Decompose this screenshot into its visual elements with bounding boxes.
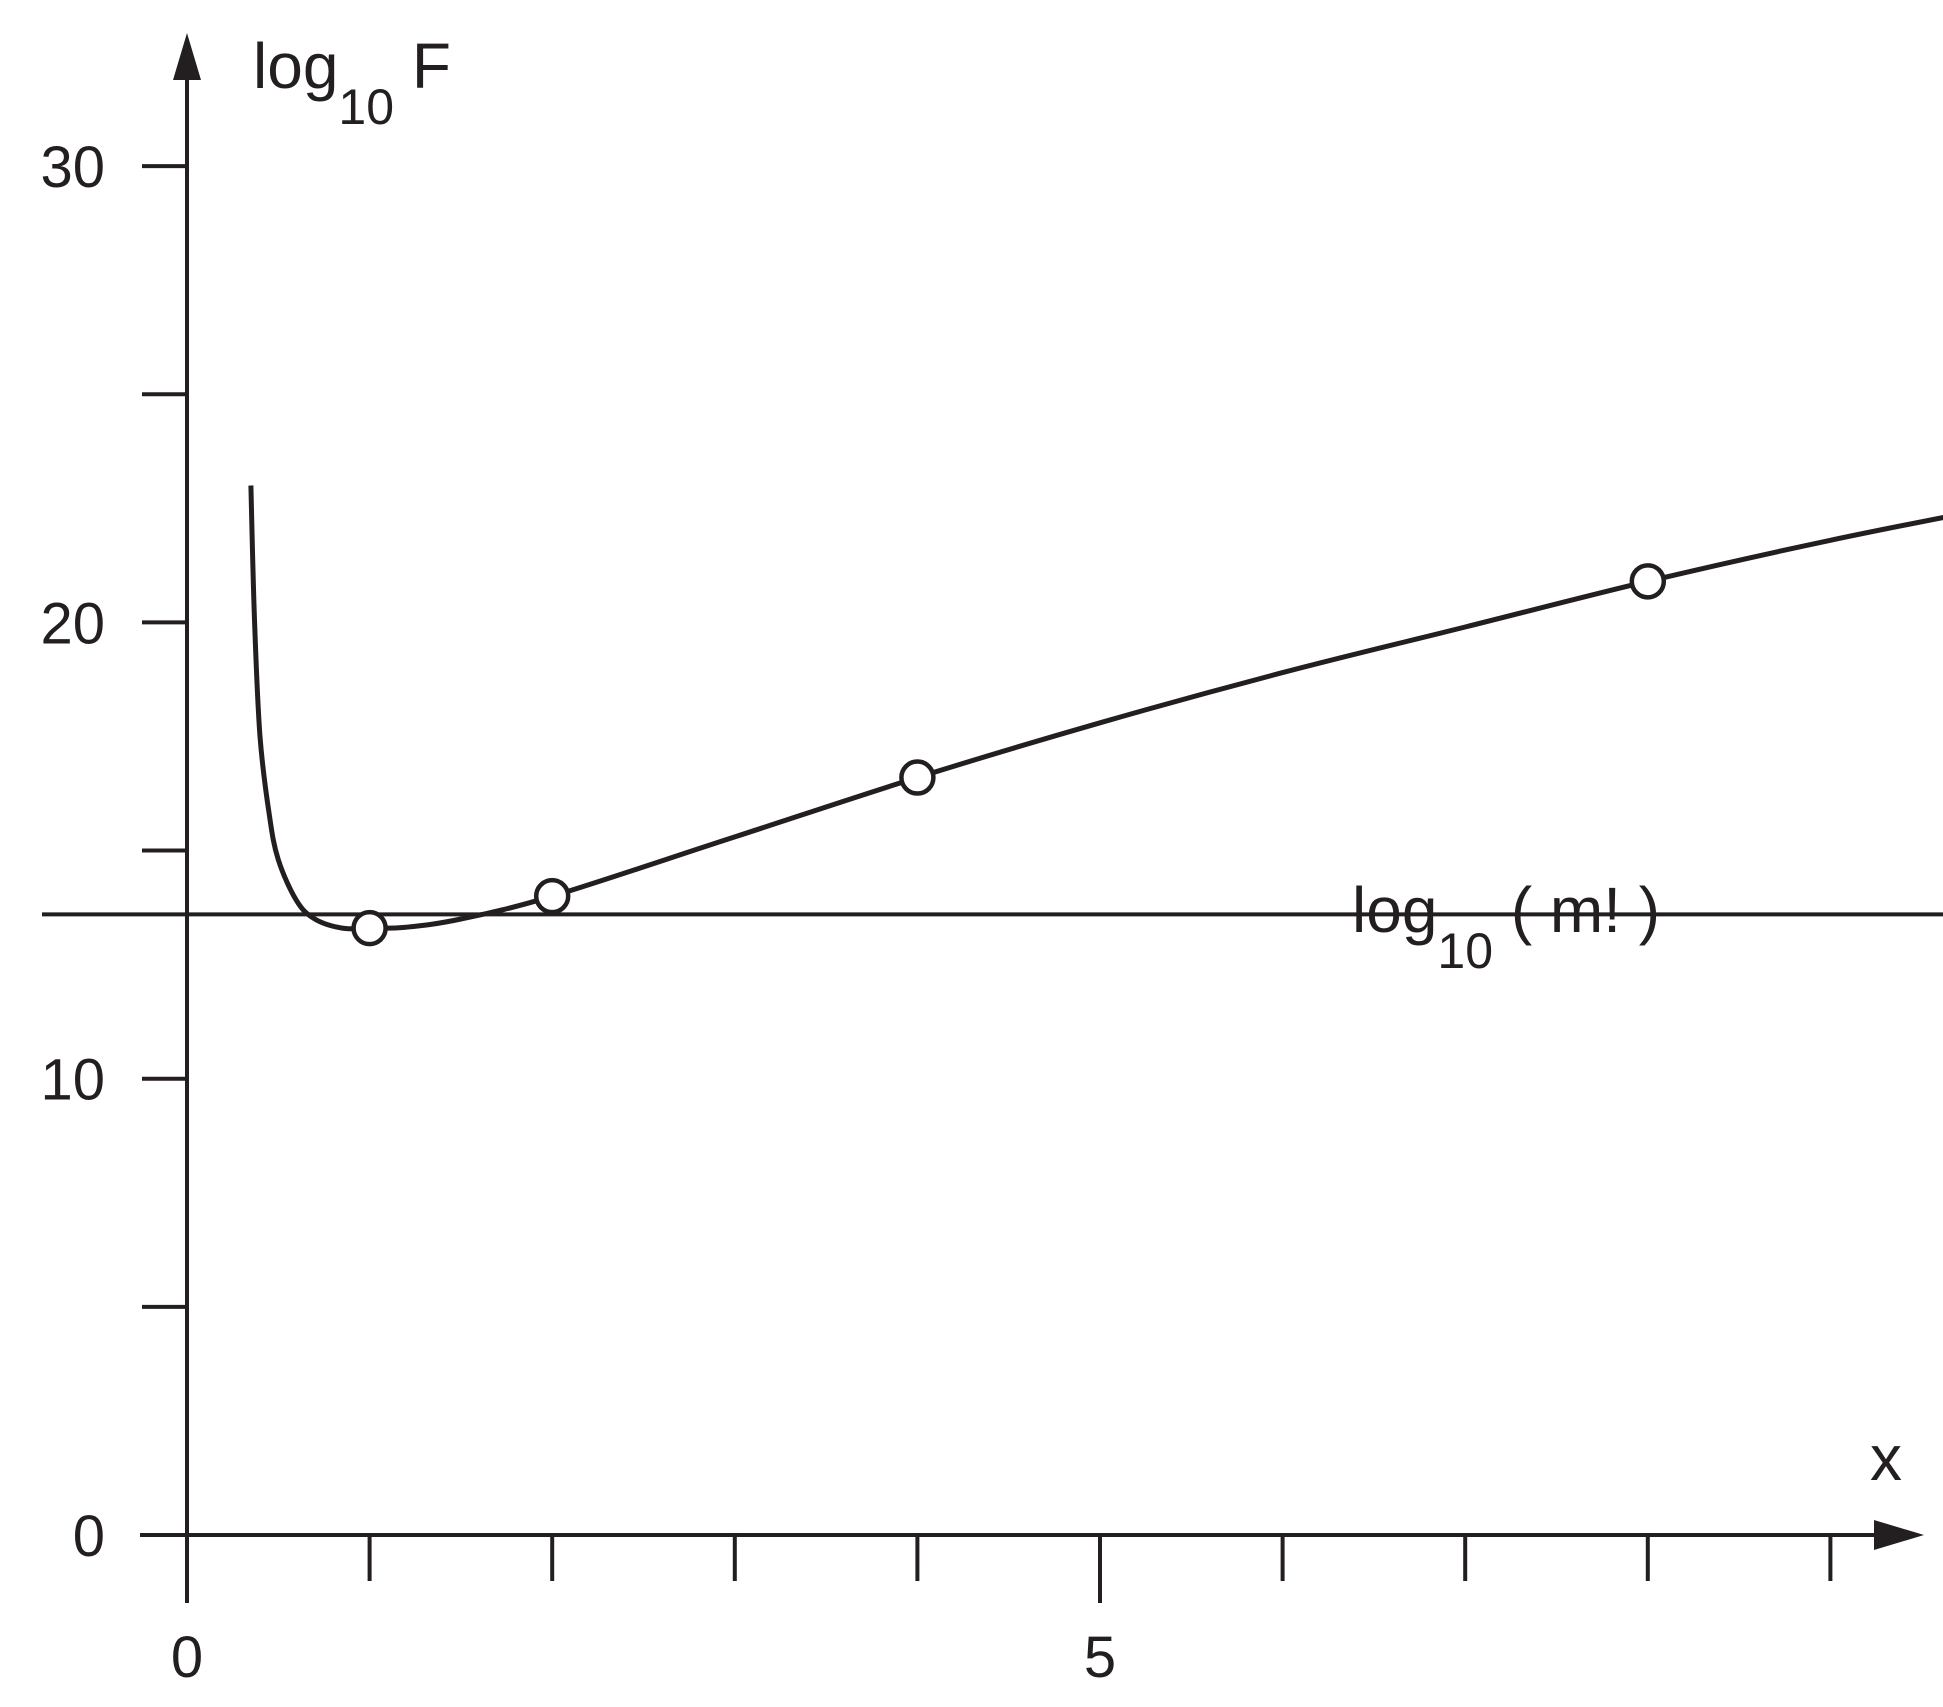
reference-line-label-rest: ( m! ) [1493, 874, 1660, 946]
data-point [351, 909, 388, 947]
axes [140, 33, 1924, 1550]
reference-line-label-base: log [1352, 874, 1437, 946]
y-axis-title: log10 F [253, 30, 451, 135]
data-point [533, 877, 571, 915]
x-tick-label: 5 [1084, 1625, 1116, 1690]
y-tick-label: 10 [40, 1048, 105, 1113]
y-tick-label: 30 [40, 135, 105, 200]
y-tick-label: 0 [73, 1504, 105, 1569]
y-axis-arrow [173, 33, 201, 80]
tick-labels: 0510150102030 [40, 135, 1116, 1690]
data-point [899, 759, 936, 796]
x-axis-title: x [1870, 1422, 1902, 1494]
y-axis-title-base: log [253, 30, 338, 102]
reference-line-label: log10 ( m! ) [1352, 874, 1660, 979]
reference-line-label-subscript: 10 [1437, 923, 1493, 979]
markers [351, 563, 1667, 947]
y-axis-title-rest: F [394, 30, 451, 102]
ticks [142, 164, 1833, 1603]
series-line [248, 485, 1943, 932]
y-axis-title-subscript: 10 [338, 79, 394, 135]
data-point [1629, 563, 1667, 600]
x-tick-label: 0 [171, 1625, 203, 1690]
x-axis-arrow [1874, 1520, 1924, 1550]
y-tick-label: 20 [40, 591, 105, 656]
